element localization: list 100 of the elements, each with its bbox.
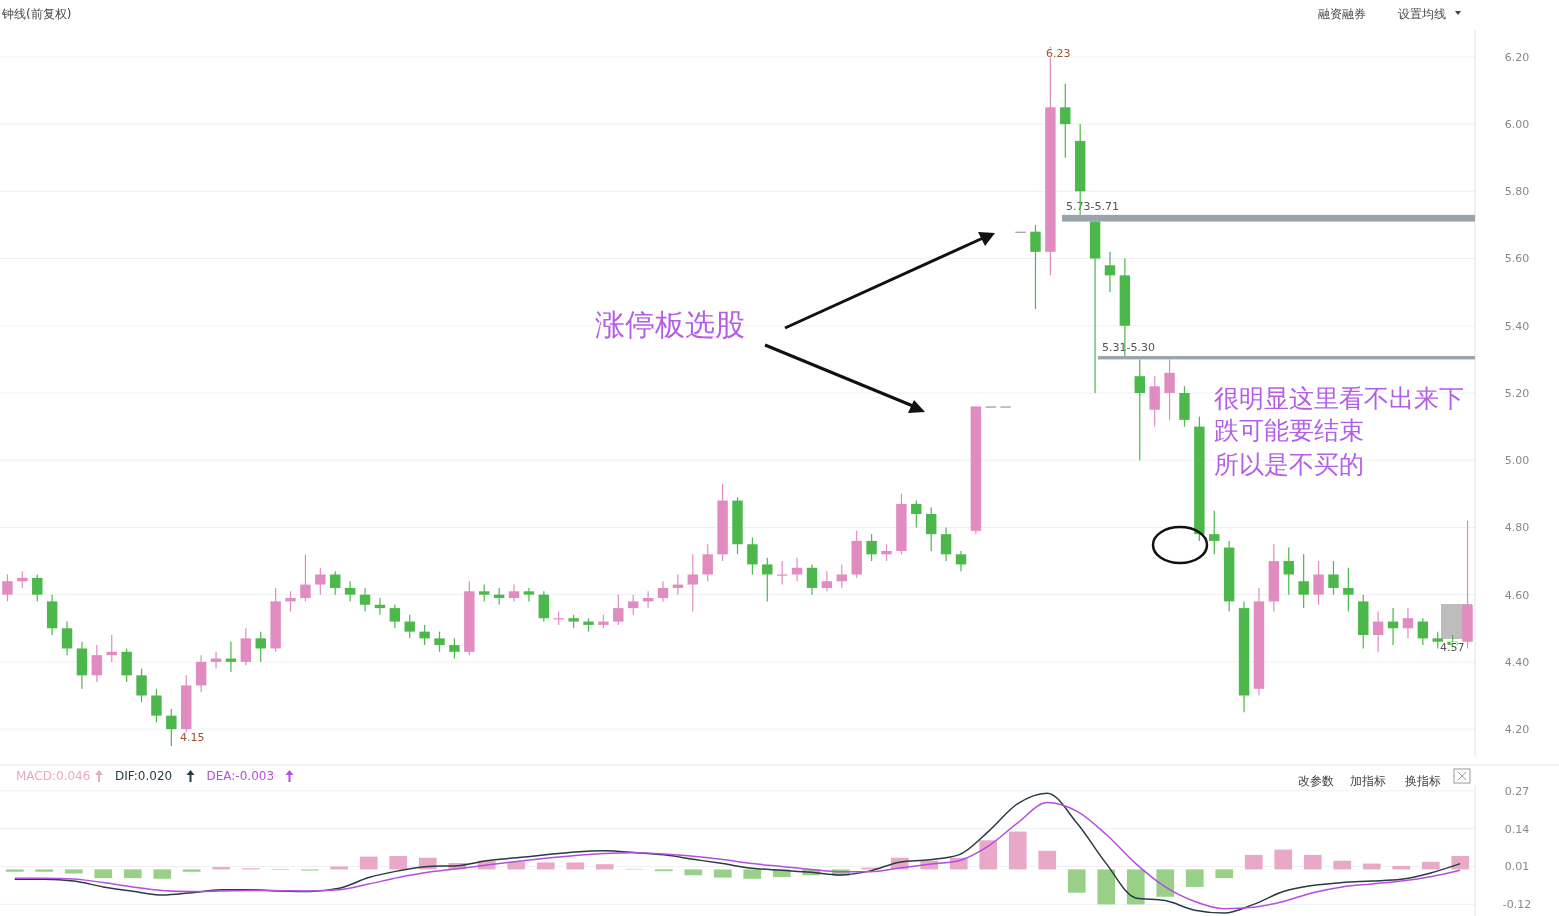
y-tick-label: 4.20 <box>1504 722 1530 736</box>
bar <box>35 869 54 872</box>
bar <box>979 840 998 870</box>
bar <box>713 869 732 878</box>
text: 设置均线 <box>1398 6 1446 21</box>
candlestick <box>762 557 773 602</box>
bar <box>595 864 614 870</box>
candlestick <box>91 644 103 683</box>
y-tick-label: 0.14 <box>1504 822 1530 836</box>
candlestick <box>1209 510 1220 555</box>
y-tick-label: 4.40 <box>1504 655 1530 669</box>
y-tick-label: -0.12 <box>1502 898 1532 912</box>
y-tick-label: 5.80 <box>1504 185 1530 199</box>
candlestick <box>523 587 535 602</box>
candlestick <box>657 580 669 602</box>
bar <box>94 869 113 879</box>
candlestick <box>747 536 758 576</box>
annotation: 4.57 <box>1440 641 1465 654</box>
bar <box>743 869 762 879</box>
bar <box>64 869 83 874</box>
chart-title: 钟线(前复权) <box>1 6 72 21</box>
candlestick <box>315 567 326 596</box>
candlestick <box>151 688 162 723</box>
candlestick <box>136 668 147 703</box>
candlestick <box>866 533 877 562</box>
candlestick <box>1134 358 1145 461</box>
bar <box>566 862 585 870</box>
candlestick <box>121 647 132 683</box>
candlestick <box>2 573 13 602</box>
candlestick <box>925 506 937 552</box>
bar <box>1156 869 1175 897</box>
candlestick <box>791 557 803 582</box>
candlestick <box>240 627 252 666</box>
bar <box>1215 869 1234 879</box>
bar <box>153 869 172 879</box>
candlestick <box>61 620 73 656</box>
candlestick <box>359 587 371 613</box>
candlestick <box>1417 617 1429 646</box>
candlestick <box>1283 547 1294 596</box>
text: 融资融券 <box>1318 6 1366 21</box>
candlestick <box>195 654 207 693</box>
candlestick <box>1372 610 1384 653</box>
y-tick-label: 5.40 <box>1504 319 1530 333</box>
bar <box>1067 869 1086 893</box>
candlestick <box>508 583 520 602</box>
candlestick <box>1313 560 1324 606</box>
bar <box>1244 854 1263 870</box>
legend-label: DIF:0.020 <box>115 769 173 784</box>
bar <box>1303 854 1322 870</box>
bar <box>1421 861 1440 870</box>
candlestick <box>1402 607 1414 639</box>
legend-label: DEA:-0.003 <box>206 769 275 784</box>
bar <box>536 862 555 870</box>
candlestick <box>1328 560 1339 596</box>
bar <box>1008 831 1027 870</box>
y-tick-label: 4.80 <box>1504 521 1530 535</box>
candlestick <box>687 553 699 613</box>
candlestick <box>32 573 43 602</box>
annotation: 4.15 <box>180 731 205 744</box>
candlestick <box>702 543 713 582</box>
bar <box>1274 849 1293 870</box>
candlestick <box>627 594 639 616</box>
candlestick <box>344 580 356 602</box>
bar <box>182 869 201 872</box>
y-tick-label: 5.00 <box>1504 454 1530 468</box>
bar <box>1038 850 1057 870</box>
candlestick <box>1164 358 1175 421</box>
bar <box>5 869 24 872</box>
y-tick-label: 5.20 <box>1504 386 1530 400</box>
candlestick <box>1149 375 1160 428</box>
candlestick <box>434 631 445 653</box>
candlestick <box>1343 567 1354 613</box>
candlestick <box>389 604 401 629</box>
annotation: 加指标 <box>1350 773 1386 788</box>
candlestick <box>1298 553 1309 609</box>
candlestick <box>1030 224 1041 310</box>
candlestick <box>449 637 460 660</box>
candlestick <box>166 708 177 747</box>
candlestick <box>955 550 967 572</box>
candlestick <box>419 624 430 646</box>
bar <box>1185 869 1204 887</box>
y-tick-label: 6.00 <box>1504 117 1530 131</box>
annotation: 涨停板选股 <box>595 306 745 342</box>
annotation: 很明显这里看不出来下跌可能要结束 <box>1214 384 1464 445</box>
bar <box>684 869 703 876</box>
candlestick <box>911 499 922 529</box>
candlestick <box>330 570 341 596</box>
candlestick <box>940 526 952 562</box>
candlestick <box>404 614 415 639</box>
annotation: 所以是不买的 <box>1214 450 1364 479</box>
candlestick <box>613 594 624 626</box>
annotation: 改参数 <box>1298 773 1334 788</box>
bar <box>1333 860 1352 870</box>
candlestick <box>1060 83 1071 159</box>
bar <box>1097 869 1116 905</box>
candlestick <box>285 590 296 613</box>
annotation: 6.23 <box>1046 47 1071 60</box>
y-tick-label: 5.60 <box>1504 252 1530 266</box>
y-tick-label: 0.27 <box>1504 784 1530 798</box>
legend-label: MACD:0.046 <box>16 769 91 784</box>
